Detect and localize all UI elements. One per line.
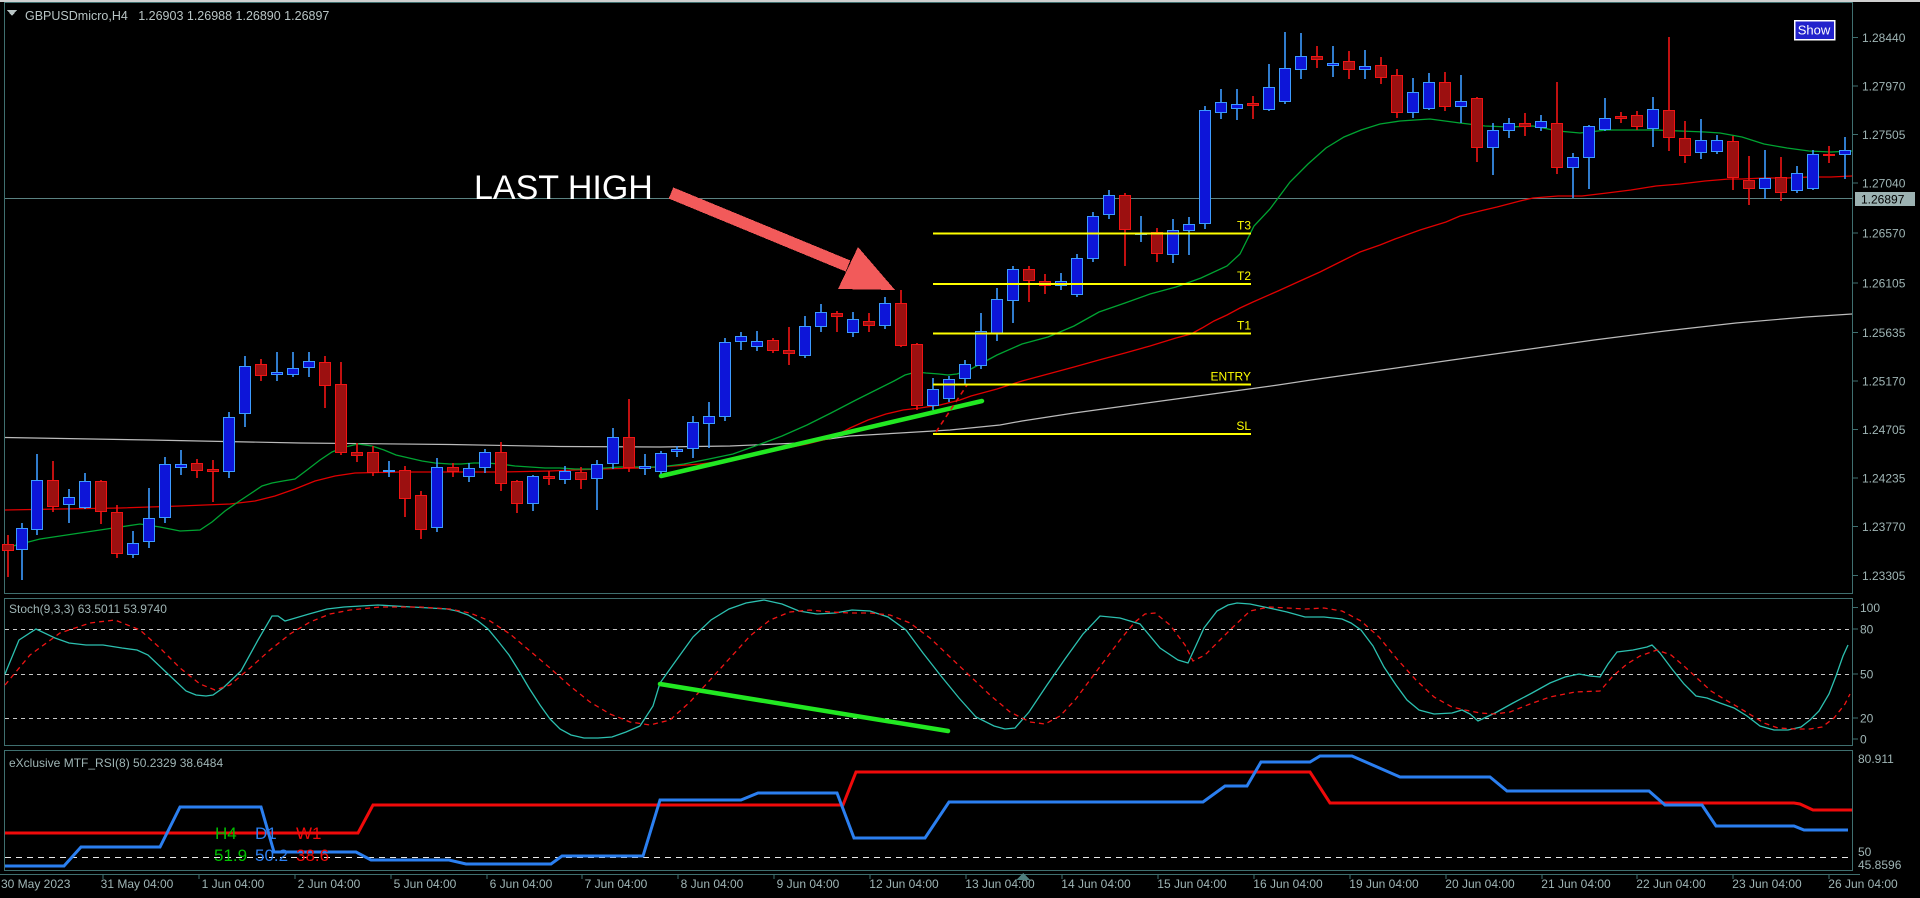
svg-text:1.25170: 1.25170 (1862, 375, 1906, 389)
svg-text:22 Jun 04:00: 22 Jun 04:00 (1636, 877, 1706, 891)
svg-text:20: 20 (1860, 712, 1874, 726)
svg-text:Stoch(9,3,3) 63.5011 53.9740: Stoch(9,3,3) 63.5011 53.9740 (9, 602, 167, 616)
svg-text:6 Jun 04:00: 6 Jun 04:00 (490, 877, 553, 891)
svg-text:D1: D1 (255, 824, 277, 843)
svg-text:26 Jun 04:00: 26 Jun 04:00 (1828, 877, 1898, 891)
svg-text:Show: Show (1798, 23, 1831, 38)
svg-text:13 Jun 04:00: 13 Jun 04:00 (965, 877, 1035, 891)
svg-text:1.27040: 1.27040 (1862, 177, 1906, 191)
svg-text:12 Jun 04:00: 12 Jun 04:00 (869, 877, 939, 891)
svg-text:GBPUSDmicro,H4 1.26903 1.269: GBPUSDmicro,H4 1.26903 1.26988 1.26890 1… (25, 9, 329, 23)
svg-text:7 Jun 04:00: 7 Jun 04:00 (585, 877, 648, 891)
svg-text:19 Jun 04:00: 19 Jun 04:00 (1349, 877, 1419, 891)
svg-text:1.24235: 1.24235 (1862, 472, 1906, 486)
svg-text:9 Jun 04:00: 9 Jun 04:00 (777, 877, 840, 891)
svg-text:0: 0 (1860, 733, 1867, 747)
svg-text:1.27505: 1.27505 (1862, 128, 1906, 142)
svg-text:ENTRY: ENTRY (1211, 370, 1251, 384)
svg-text:W1: W1 (296, 824, 322, 843)
svg-text:8 Jun 04:00: 8 Jun 04:00 (681, 877, 744, 891)
svg-text:T2: T2 (1237, 269, 1251, 283)
svg-text:1.28440: 1.28440 (1862, 31, 1906, 45)
svg-text:45.8596: 45.8596 (1858, 858, 1902, 872)
svg-text:38.6: 38.6 (296, 846, 329, 865)
svg-text:1.23770: 1.23770 (1862, 520, 1906, 534)
svg-text:15 Jun 04:00: 15 Jun 04:00 (1157, 877, 1227, 891)
svg-text:80: 80 (1860, 623, 1874, 637)
svg-text:50.2: 50.2 (255, 846, 288, 865)
svg-text:LAST HIGH: LAST HIGH (474, 169, 653, 207)
svg-text:20 Jun 04:00: 20 Jun 04:00 (1445, 877, 1515, 891)
svg-text:30 May 2023: 30 May 2023 (1, 877, 71, 891)
svg-text:14 Jun 04:00: 14 Jun 04:00 (1061, 877, 1131, 891)
svg-text:T1: T1 (1237, 319, 1251, 333)
svg-text:1.26105: 1.26105 (1862, 277, 1906, 291)
svg-text:1.27970: 1.27970 (1862, 80, 1906, 94)
svg-text:23 Jun 04:00: 23 Jun 04:00 (1732, 877, 1802, 891)
svg-text:51.9: 51.9 (214, 846, 247, 865)
svg-text:50: 50 (1860, 668, 1874, 682)
svg-text:50: 50 (1858, 845, 1872, 859)
svg-text:1.24705: 1.24705 (1862, 423, 1906, 437)
svg-text:eXclusive MTF_RSI(8) 50.2329 3: eXclusive MTF_RSI(8) 50.2329 38.6484 (9, 756, 223, 770)
svg-text:1 Jun 04:00: 1 Jun 04:00 (202, 877, 265, 891)
svg-text:1.26897: 1.26897 (1861, 193, 1905, 207)
svg-text:1.25635: 1.25635 (1862, 326, 1906, 340)
svg-text:31 May 04:00: 31 May 04:00 (101, 877, 174, 891)
svg-text:5 Jun 04:00: 5 Jun 04:00 (394, 877, 457, 891)
svg-text:1.23305: 1.23305 (1862, 569, 1906, 583)
svg-text:100: 100 (1860, 601, 1880, 615)
svg-text:1.26570: 1.26570 (1862, 227, 1906, 241)
svg-text:16 Jun 04:00: 16 Jun 04:00 (1253, 877, 1323, 891)
svg-text:SL: SL (1236, 419, 1251, 433)
svg-text:80.911: 80.911 (1858, 752, 1894, 766)
svg-text:2 Jun 04:00: 2 Jun 04:00 (298, 877, 361, 891)
svg-text:21 Jun 04:00: 21 Jun 04:00 (1541, 877, 1611, 891)
svg-text:H4: H4 (215, 824, 237, 843)
svg-text:T3: T3 (1237, 219, 1251, 233)
